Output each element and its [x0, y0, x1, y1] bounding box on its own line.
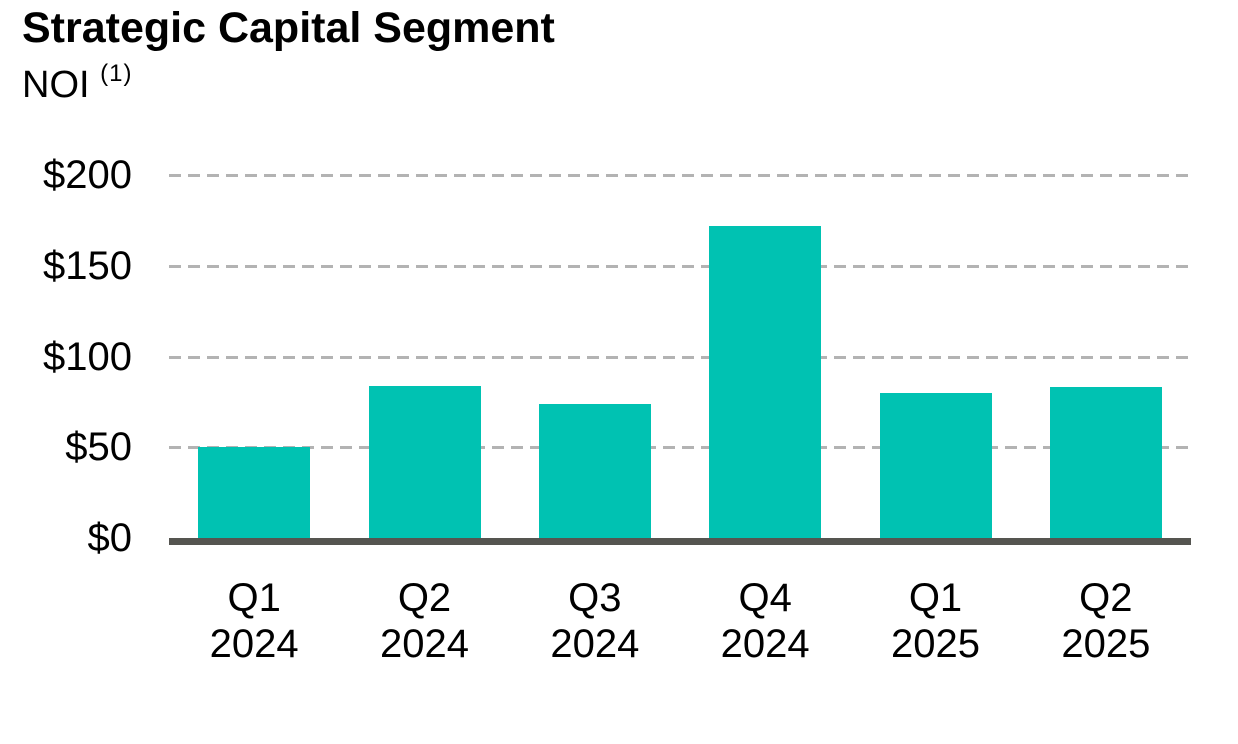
y-tick-label: $150: [43, 243, 132, 288]
x-tick-label: Q3 2024: [550, 576, 640, 666]
bar-q1-2024: [198, 447, 311, 538]
x-tick-label: Q2 2024: [380, 576, 469, 666]
x-tick-label: Q1 2025: [891, 576, 980, 666]
gridline: [169, 264, 1191, 268]
chart-subtitle: NOI (1): [22, 60, 132, 107]
y-tick-label: $100: [43, 334, 132, 379]
bar-q2-2025: [1049, 387, 1162, 538]
x-axis-line: [169, 538, 1191, 545]
bar-q4-2024: [709, 225, 822, 538]
bar-q3-2024: [538, 403, 651, 538]
footnote-marker: (1): [100, 60, 133, 87]
chart-subtitle-text: NOI: [22, 64, 90, 106]
gridline: [169, 174, 1191, 177]
y-tick-label: $50: [65, 425, 132, 470]
y-tick-label: $0: [87, 516, 133, 560]
gridline: [169, 355, 1191, 359]
y-tick-label: $200: [43, 153, 132, 197]
x-tick-label: Q1 2024: [209, 576, 299, 666]
chart-title: Strategic Capital Segment: [22, 4, 555, 52]
x-tick-label: Q2 2025: [1061, 576, 1151, 666]
bar-q1-2025: [879, 392, 992, 538]
bar-q2-2024: [368, 385, 481, 538]
gridline: [169, 446, 1191, 450]
x-tick-label: Q4 2024: [720, 576, 810, 666]
